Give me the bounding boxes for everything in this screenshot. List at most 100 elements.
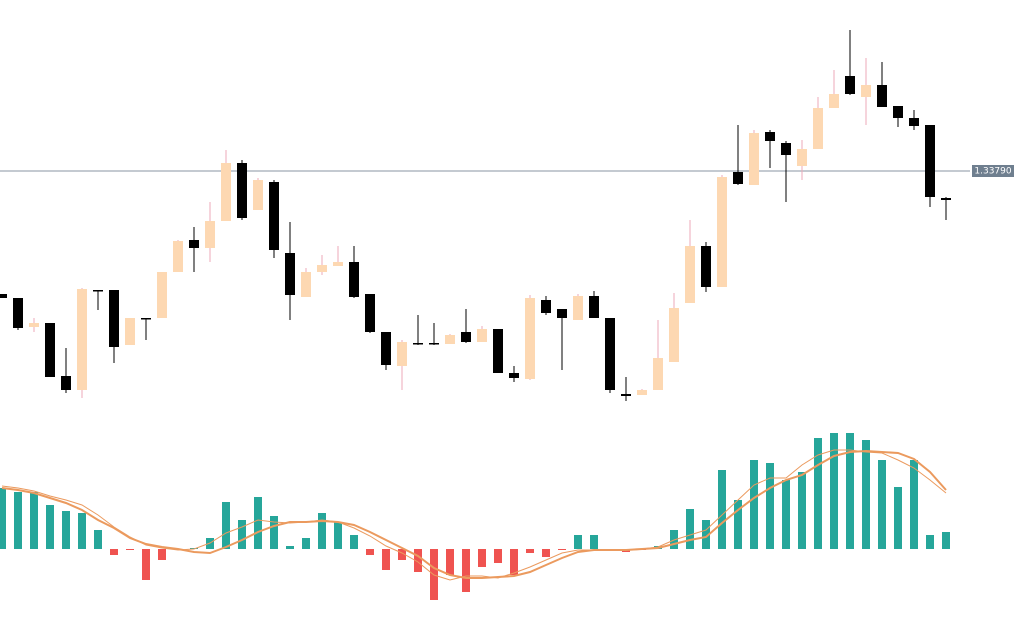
histogram-bar: [702, 520, 710, 549]
histogram-bar: [798, 472, 806, 549]
histogram-bar: [110, 549, 118, 555]
histogram-bar: [158, 549, 166, 560]
candle-body: [685, 246, 695, 303]
histogram-bar: [894, 487, 902, 549]
histogram-bar: [302, 538, 310, 549]
price-label-box: [972, 165, 1014, 177]
histogram-bar: [910, 460, 918, 549]
histogram-bar: [734, 500, 742, 549]
candle-body: [525, 298, 535, 379]
candle-body: [877, 85, 887, 107]
candle-body: [285, 253, 295, 295]
candle-body: [205, 221, 215, 248]
candle-body: [909, 118, 919, 126]
candle-body: [141, 318, 151, 320]
candle-body: [605, 318, 615, 390]
candle-body: [413, 343, 423, 345]
histogram-bar: [830, 433, 838, 549]
histogram-bar: [222, 502, 230, 549]
candle-body: [301, 272, 311, 297]
histogram-bar: [942, 532, 950, 549]
candle-body: [125, 318, 135, 345]
histogram-bar: [46, 505, 54, 549]
candle-body: [845, 76, 855, 94]
histogram-bar: [398, 549, 406, 560]
histogram-bar: [750, 460, 758, 549]
histogram-bar: [846, 433, 854, 549]
histogram-bar: [270, 516, 278, 549]
candle-body: [941, 198, 951, 200]
histogram-bar: [510, 549, 518, 575]
candle-body: [253, 180, 263, 210]
candle-body: [477, 329, 487, 342]
candle-body: [925, 125, 935, 197]
candle-body: [589, 296, 599, 318]
candle-body: [461, 332, 471, 342]
histogram-bar: [126, 549, 134, 550]
candle-body: [749, 133, 759, 185]
histogram-bar: [766, 463, 774, 549]
candle-body: [237, 163, 247, 218]
histogram-bar: [334, 522, 342, 549]
candle-body: [13, 298, 23, 328]
histogram-bar: [142, 549, 150, 580]
histogram-bar: [446, 549, 454, 575]
histogram-bar: [62, 511, 70, 549]
candle-body: [349, 262, 359, 297]
candle-body: [717, 177, 727, 287]
histogram-bar: [686, 509, 694, 549]
histogram-bar: [350, 535, 358, 549]
candle-body: [781, 143, 791, 155]
candle-body: [381, 332, 391, 365]
histogram-bar: [78, 513, 86, 549]
histogram-bar: [462, 549, 470, 592]
candle-body: [861, 85, 871, 97]
candle-body: [0, 294, 7, 298]
signal-line: [1, 449, 947, 579]
candle-body: [189, 240, 199, 248]
candle-body: [45, 323, 55, 377]
candle-body: [893, 106, 903, 118]
histogram-bar: [382, 549, 390, 570]
candle-body: [173, 241, 183, 272]
histogram-bar: [878, 460, 886, 549]
candle-body: [509, 373, 519, 378]
candle-body: [429, 343, 439, 345]
candle-body: [333, 262, 343, 266]
candle-body: [637, 390, 647, 395]
histogram-bar: [718, 470, 726, 549]
histogram-bar: [414, 549, 422, 572]
candle-body: [77, 289, 87, 390]
candle-body: [797, 149, 807, 166]
histogram-bar: [14, 492, 22, 549]
histogram-bar: [574, 535, 582, 549]
candle-body: [445, 335, 455, 344]
signal-line: [1, 449, 947, 581]
candle-body: [157, 272, 167, 318]
candle-body: [653, 358, 663, 390]
candle-body: [733, 172, 743, 184]
candle-body: [29, 323, 39, 327]
histogram-bar: [0, 488, 6, 549]
candle-body: [669, 308, 679, 362]
candle-body: [765, 132, 775, 141]
histogram-bar: [254, 497, 262, 549]
histogram-bar: [526, 549, 534, 553]
histogram-bar: [478, 549, 486, 567]
histogram-bar: [814, 438, 822, 549]
candle-body: [109, 290, 119, 347]
candle-body: [813, 108, 823, 149]
candle-body: [829, 94, 839, 108]
histogram-bar: [30, 492, 38, 549]
histogram-bar: [782, 480, 790, 549]
candle-body: [397, 342, 407, 366]
candle-body: [269, 182, 279, 250]
candle-body: [61, 376, 71, 390]
candle-body: [541, 300, 551, 313]
candle-body: [493, 329, 503, 373]
histogram-bar: [94, 530, 102, 549]
histogram-bar: [542, 549, 550, 557]
histogram-bar: [558, 549, 566, 550]
histogram-bar: [286, 546, 294, 549]
